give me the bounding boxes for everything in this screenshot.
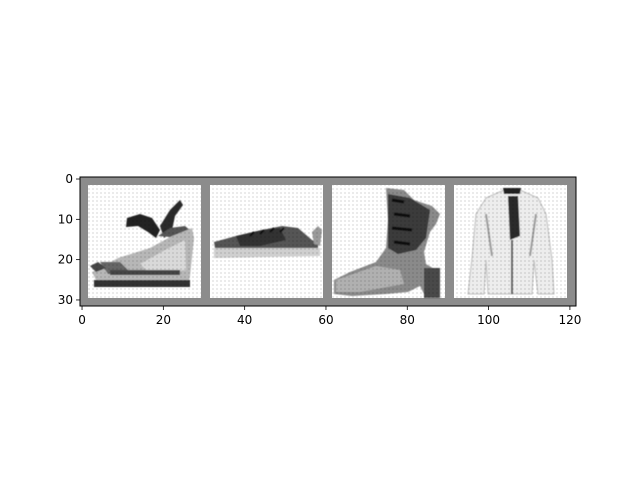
ankle-boot-image	[332, 185, 445, 298]
x-tick-label: 40	[237, 313, 252, 327]
image-axes	[79, 176, 577, 307]
axes-frame	[79, 176, 577, 307]
x-tick-label: 120	[558, 313, 581, 327]
y-axis: 0 10 20 30	[58, 172, 80, 307]
y-tick-label: 30	[58, 293, 73, 307]
sneaker-image	[210, 185, 323, 298]
x-tick-label: 20	[156, 313, 171, 327]
y-tick-label: 20	[58, 253, 73, 267]
y-tick-label: 0	[65, 172, 73, 186]
x-tick-label: 100	[477, 313, 500, 327]
x-tick-label: 60	[318, 313, 333, 327]
jacket-image	[454, 185, 567, 298]
x-axis: 0 20 40 60 80 100 120	[78, 306, 581, 327]
sandal-image	[88, 185, 201, 298]
x-tick-label: 0	[78, 313, 86, 327]
y-tick-label: 10	[58, 212, 73, 226]
x-tick-label: 80	[400, 313, 415, 327]
